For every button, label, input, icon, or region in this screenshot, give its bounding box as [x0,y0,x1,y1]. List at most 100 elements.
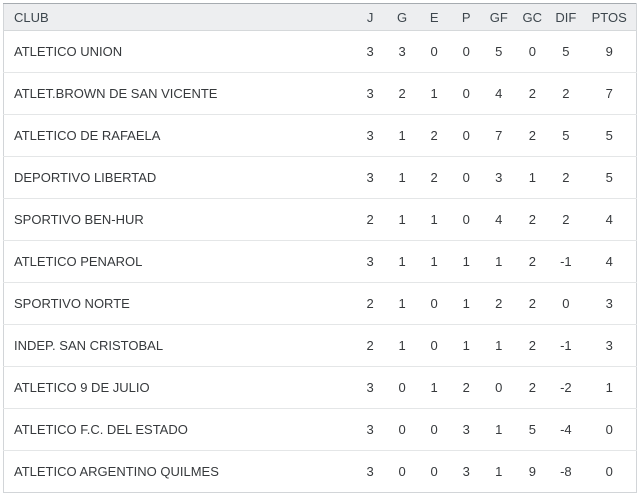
stat-cell: 2 [354,282,387,325]
stat-cell: 1 [482,324,516,367]
stat-cell: 2 [515,114,550,157]
club-name: SPORTIVO BEN-HUR [3,198,355,241]
stat-cell: 0 [482,366,516,409]
stat-cell: 2 [515,72,550,115]
stat-cell: 0 [418,282,451,325]
stat-cell: 2 [515,366,550,409]
table-row: ATLETICO F.C. DEL ESTADO 3 0 0 3 1 5 -4 0 [3,408,637,451]
stat-cell: 2 [549,156,583,199]
stat-cell: 1 [482,450,516,493]
stat-cell: 5 [549,114,583,157]
standings-container: CLUB J G E P GF GC DIF PTOS ATLETICO UNION 3 3 0 0 5 0… [3,3,637,493]
stat-cell: 3 [354,30,387,73]
stat-cell: 2 [418,156,451,199]
stat-cell: 2 [549,198,583,241]
stat-cell: 0 [386,366,419,409]
table-row: DEPORTIVO LIBERTAD 3 1 2 0 3 1 2 5 [3,156,637,199]
stat-cell: 2 [354,198,387,241]
column-header-gc: GC [515,3,550,31]
stat-cell: 3 [354,72,387,115]
stat-cell: 4 [582,198,637,241]
stat-cell: 2 [515,240,550,283]
stat-cell: 5 [482,30,516,73]
table-row: ATLET.BROWN DE SAN VICENTE 3 2 1 0 4 2 2 7 [3,72,637,115]
table-row: ATLETICO UNION 3 3 0 0 5 0 5 9 [3,30,637,73]
table-row: ATLETICO PENAROL 3 1 1 1 1 2 -1 4 [3,240,637,283]
stat-cell: 5 [515,408,550,451]
stat-cell: 1 [515,156,550,199]
stat-cell: 4 [482,198,516,241]
table-row: SPORTIVO NORTE 2 1 0 1 2 2 0 3 [3,282,637,325]
stat-cell: 3 [450,450,483,493]
table-header-row: CLUB J G E P GF GC DIF PTOS [3,3,637,31]
stat-cell: 0 [386,450,419,493]
stat-cell: 5 [549,30,583,73]
stat-cell: 1 [386,240,419,283]
standings-body: ATLETICO UNION 3 3 0 0 5 0 5 9 ATLET.BROWN DE SAN… [3,30,637,493]
stat-cell: 3 [582,282,637,325]
stat-cell: 3 [482,156,516,199]
column-header-p: P [450,3,483,31]
stat-cell: 2 [354,324,387,367]
stat-cell: 2 [515,198,550,241]
club-name: DEPORTIVO LIBERTAD [3,156,355,199]
stat-cell: 1 [482,408,516,451]
stat-cell: 2 [450,366,483,409]
stat-cell: -1 [549,324,583,367]
stat-cell: 1 [386,156,419,199]
stat-cell: 0 [549,282,583,325]
stat-cell: 1 [582,366,637,409]
club-name: ATLETICO F.C. DEL ESTADO [3,408,355,451]
stat-cell: 3 [354,408,387,451]
stat-cell: 1 [386,114,419,157]
column-header-club: CLUB [3,3,355,31]
table-row: INDEP. SAN CRISTOBAL 2 1 0 1 1 2 -1 3 [3,324,637,367]
stat-cell: 3 [354,450,387,493]
club-name: ATLETICO 9 DE JULIO [3,366,355,409]
stat-cell: 3 [354,240,387,283]
stat-cell: 0 [582,408,637,451]
stat-cell: 7 [582,72,637,115]
stat-cell: 0 [450,114,483,157]
table-row: ATLETICO ARGENTINO QUILMES 3 0 0 3 1 9 -8 0 [3,450,637,493]
club-name: ATLETICO PENAROL [3,240,355,283]
stat-cell: 1 [418,72,451,115]
stat-cell: 2 [386,72,419,115]
stat-cell: 9 [582,30,637,73]
stat-cell: 2 [515,324,550,367]
table-row: ATLETICO DE RAFAELA 3 1 2 0 7 2 5 5 [3,114,637,157]
stat-cell: 3 [386,30,419,73]
stat-cell: 0 [582,450,637,493]
stat-cell: 5 [582,156,637,199]
column-header-ptos: PTOS [582,3,637,31]
stat-cell: 0 [450,198,483,241]
stat-cell: 0 [450,72,483,115]
stat-cell: 0 [418,408,451,451]
stat-cell: 1 [418,240,451,283]
stat-cell: 1 [482,240,516,283]
stat-cell: -1 [549,240,583,283]
club-name: INDEP. SAN CRISTOBAL [3,324,355,367]
stat-cell: 7 [482,114,516,157]
stat-cell: 1 [450,240,483,283]
stat-cell: 1 [450,324,483,367]
stat-cell: 1 [386,282,419,325]
table-row: ATLETICO 9 DE JULIO 3 0 1 2 0 2 -2 1 [3,366,637,409]
stat-cell: 1 [386,198,419,241]
stat-cell: 0 [515,30,550,73]
stat-cell: 1 [418,198,451,241]
table-header: CLUB J G E P GF GC DIF PTOS [3,3,637,31]
column-header-g: G [386,3,419,31]
stat-cell: 4 [482,72,516,115]
stat-cell: 0 [450,30,483,73]
stat-cell: 1 [450,282,483,325]
stat-cell: 1 [418,366,451,409]
stat-cell: -4 [549,408,583,451]
club-name: ATLETICO UNION [3,30,355,73]
column-header-j: J [354,3,387,31]
column-header-dif: DIF [549,3,583,31]
stat-cell: 2 [482,282,516,325]
club-name: ATLETICO ARGENTINO QUILMES [3,450,355,493]
stat-cell: 3 [582,324,637,367]
column-header-e: E [418,3,451,31]
